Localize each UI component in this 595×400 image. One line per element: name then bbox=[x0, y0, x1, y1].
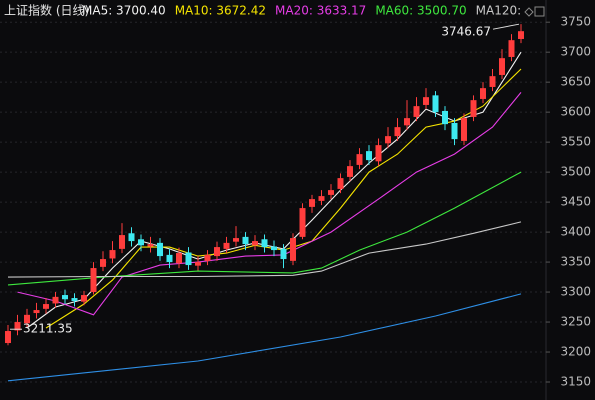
candle-body bbox=[347, 166, 353, 177]
candle-body bbox=[299, 208, 306, 237]
candle-body bbox=[461, 118, 467, 141]
candles bbox=[5, 24, 524, 346]
candle-body bbox=[280, 248, 287, 260]
candle-body bbox=[5, 331, 11, 344]
candle-body bbox=[489, 76, 496, 87]
y-tick-label: 3350 bbox=[560, 255, 591, 269]
candle-body bbox=[214, 247, 220, 257]
settings-icon[interactable] bbox=[524, 7, 534, 17]
candle-body bbox=[423, 97, 429, 105]
expand-icon[interactable] bbox=[534, 6, 545, 17]
candle-body bbox=[14, 322, 21, 331]
candle-body bbox=[52, 296, 59, 304]
candle-body bbox=[109, 250, 116, 259]
candle-body bbox=[242, 236, 249, 245]
candle-body bbox=[375, 145, 382, 162]
candle-body bbox=[261, 239, 268, 248]
candle-body bbox=[385, 136, 391, 144]
y-tick-label: 3550 bbox=[560, 135, 591, 149]
y-tick-label: 3700 bbox=[560, 45, 591, 59]
y-tick-label: 3400 bbox=[560, 225, 591, 239]
y-tick-label: 3500 bbox=[560, 165, 591, 179]
ma-line bbox=[7, 293, 522, 382]
candle-body bbox=[71, 298, 78, 302]
candle-body bbox=[147, 244, 154, 247]
candle-body bbox=[356, 154, 363, 165]
candle-body bbox=[470, 100, 477, 117]
candle-body bbox=[442, 110, 448, 125]
candle-body bbox=[138, 239, 144, 246]
annotation-arrow bbox=[492, 23, 520, 30]
candle-body bbox=[100, 259, 106, 267]
legend: MA5: 3700.40 MA10: 3672.42 MA20: 3633.17 MA… bbox=[82, 4, 521, 18]
candle-body bbox=[62, 295, 68, 300]
candle-body bbox=[432, 95, 439, 113]
low-label: 3211.35 bbox=[23, 322, 73, 336]
legend-entry: MA20: 3633.17 bbox=[275, 4, 366, 18]
candle-body bbox=[366, 151, 372, 161]
candle-body bbox=[185, 252, 192, 266]
y-tick-label: 3300 bbox=[560, 285, 591, 299]
y-tick-label: 3650 bbox=[560, 75, 591, 89]
candle-body bbox=[404, 118, 410, 126]
y-tick-label: 3450 bbox=[560, 195, 591, 209]
candle-body bbox=[24, 314, 30, 324]
candle-body bbox=[451, 122, 458, 140]
candle-body bbox=[328, 190, 334, 195]
legend-entry: MA120: bbox=[476, 4, 522, 18]
candle-body bbox=[166, 254, 173, 263]
ma-line bbox=[7, 221, 522, 278]
candle-body bbox=[223, 242, 230, 249]
candle-body bbox=[290, 238, 296, 261]
y-tick-label: 3200 bbox=[560, 345, 591, 359]
candle-body bbox=[252, 241, 258, 246]
candle-body bbox=[43, 304, 49, 309]
candle-body bbox=[508, 40, 515, 57]
y-tick-label: 3250 bbox=[560, 315, 591, 329]
candle-body bbox=[157, 242, 163, 257]
y-tick-label: 3600 bbox=[560, 105, 591, 119]
candle-body bbox=[128, 233, 135, 242]
candle-body bbox=[518, 31, 524, 39]
candle-body bbox=[176, 253, 182, 264]
y-tick-label: 3150 bbox=[560, 375, 591, 389]
candle-body bbox=[90, 268, 97, 293]
ma-line bbox=[17, 92, 522, 316]
candle-body bbox=[271, 246, 277, 251]
candle-body bbox=[233, 238, 239, 242]
chart-title: 上证指数 (日线) bbox=[4, 3, 89, 18]
candle-body bbox=[119, 235, 125, 249]
ma-line bbox=[26, 51, 522, 329]
legend-entry: MA5: 3700.40 bbox=[82, 4, 166, 18]
y-tick-label: 3750 bbox=[560, 15, 591, 29]
candle-body bbox=[309, 199, 315, 207]
candle-body bbox=[337, 178, 344, 189]
candle-body bbox=[81, 295, 87, 302]
high-label: 3746.67 bbox=[441, 25, 491, 39]
candle-body bbox=[33, 310, 40, 314]
candle-body bbox=[195, 262, 201, 266]
legend-entry: MA60: 3500.70 bbox=[375, 4, 466, 18]
candle-body bbox=[394, 127, 401, 137]
annotations: 3746.67 3211.35 bbox=[10, 23, 520, 336]
candle-body bbox=[480, 88, 486, 99]
legend-entry: MA10: 3672.42 bbox=[175, 4, 266, 18]
candle-body bbox=[204, 254, 211, 261]
candle-body bbox=[499, 58, 505, 75]
ma-line bbox=[7, 171, 522, 286]
candle-body bbox=[318, 196, 325, 201]
candle-body bbox=[413, 106, 420, 117]
